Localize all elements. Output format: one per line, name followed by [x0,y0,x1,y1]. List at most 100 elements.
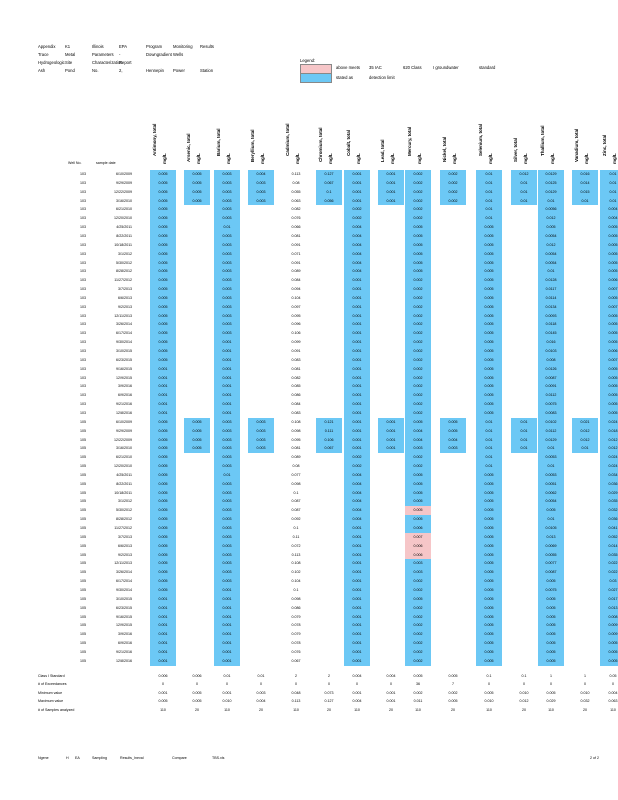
summary-cell: 0.05 [609,673,617,678]
well-number: 105 [80,623,86,628]
summary-cell: 110 [486,707,492,712]
well-number: 105 [80,605,86,610]
well-number: 103 [80,269,86,274]
column-header: Cobalt, total [346,130,351,156]
result-cell: 0.111 [324,428,334,433]
result-cell: 0.001 [158,641,168,646]
result-cell: 0.01 [485,189,493,194]
result-cell: 0.003 [222,260,232,265]
result-cell: 0.001 [352,552,362,557]
result-cell: 0.001 [158,402,168,407]
result-cell: 0.004 [352,269,362,274]
summary-cell: 0 [488,682,490,687]
result-cell: 0.001 [158,605,168,610]
sample-date: 5/30/2012 [116,260,132,265]
result-cell: 0.002 [413,331,423,336]
exceedance-cell [405,541,431,551]
result-cell: 0.003 [222,313,232,318]
result-cell: 0.078 [291,641,301,646]
result-cell: 0.091 [291,260,301,265]
summary-cell: 1 [584,673,586,678]
summary-cell: 0.010 [484,699,494,704]
well-number: 105 [80,481,86,486]
result-cell: 0.077 [291,472,301,477]
result-cell: 0.001 [222,587,232,592]
result-cell: 0.091 [291,349,301,353]
result-cell: 0.005 [484,623,494,628]
result-cell: 0.002 [448,180,458,185]
detection-limit-column [405,170,431,666]
sample-date: 8/22/2011 [116,481,132,486]
summary-cell: 20 [522,707,526,712]
sample-date: 6/6/2013 [118,295,132,300]
result-cell: 0.016 [546,340,556,345]
legend-pink-note-3: I groundwater [433,65,459,70]
summary-cell: 0.073 [324,690,334,695]
result-cell: 0.004 [352,499,362,504]
result-cell: 0.024 [608,419,618,424]
result-cell: 0.002 [413,287,423,292]
result-cell: 0.003 [222,446,232,451]
detection-limit-block [572,417,598,454]
sample-date: 3/1/2012 [118,251,132,256]
result-cell: 0.11 [292,534,300,539]
result-cell: 0.001 [158,649,168,654]
result-cell: 0.002 [413,605,423,610]
result-cell: 0.01 [485,455,493,460]
sample-date: 10/18/2011 [114,242,132,247]
result-cell: 0.005 [192,198,202,203]
result-cell: 0.01 [485,207,493,212]
summary-cell: 0 [523,682,525,687]
header-word: Characterization [92,60,123,65]
result-cell: 0.01 [581,446,589,451]
result-cell: 0.001 [352,375,362,380]
result-cell: 0.063 [291,198,301,203]
result-cell: 0.007 [608,357,618,362]
well-number: 105 [80,596,86,601]
well-number: 103 [80,393,86,398]
result-cell: 0.005 [192,189,202,194]
well-number: 105 [80,552,86,557]
column-unit: mg/L [390,153,395,164]
result-cell: 0.001 [222,410,232,415]
summary-label: # of Exceedances [38,682,67,687]
result-cell: 0.002 [413,579,423,584]
result-cell: 0.001 [386,189,396,194]
result-cell: 0.001 [352,180,362,185]
result-cell: 0.076 [291,216,301,221]
result-cell: 0.104 [291,295,301,300]
result-cell: 0.001 [222,357,232,362]
result-cell: 0.004 [352,490,362,495]
result-cell: 0.001 [352,428,362,433]
result-cell: 0.0093 [545,313,557,318]
result-cell: 0.001 [158,596,168,601]
result-cell: 0.012 [546,242,556,247]
result-cell: 0.01 [485,180,493,185]
result-cell: 0.003 [222,543,232,548]
result-cell: 0.03 [609,579,617,584]
summary-cell: 20 [195,707,199,712]
result-cell: 0.0129 [545,172,557,176]
result-cell: 0.005 [484,472,494,477]
result-cell: 0.005 [608,331,618,336]
result-cell: 0.001 [352,402,362,407]
well-number: 105 [80,490,86,495]
summary-cell: 0.063 [608,699,618,704]
result-cell: 0.001 [352,561,362,566]
summary-cell: 0.113 [291,699,301,704]
result-cell: 0.005 [484,526,494,530]
summary-cell: 0.002 [413,690,423,695]
detection-limit-block [248,170,274,206]
result-cell: 0.001 [158,632,168,637]
result-cell: 0.001 [352,437,362,442]
result-cell: 0.106 [291,331,301,336]
summary-cell: 0 [328,682,330,687]
result-cell: 0.0145 [545,331,557,336]
result-cell: 0.0134 [545,304,557,309]
summary-cell: 0.005 [192,699,202,704]
sample-date: 12/9/2015 [116,623,132,628]
result-cell: 0.0114 [545,295,557,300]
sample-date: 3/26/2014 [116,570,132,575]
result-cell: 0.01 [520,189,528,194]
result-cell: 0.003 [222,579,232,584]
